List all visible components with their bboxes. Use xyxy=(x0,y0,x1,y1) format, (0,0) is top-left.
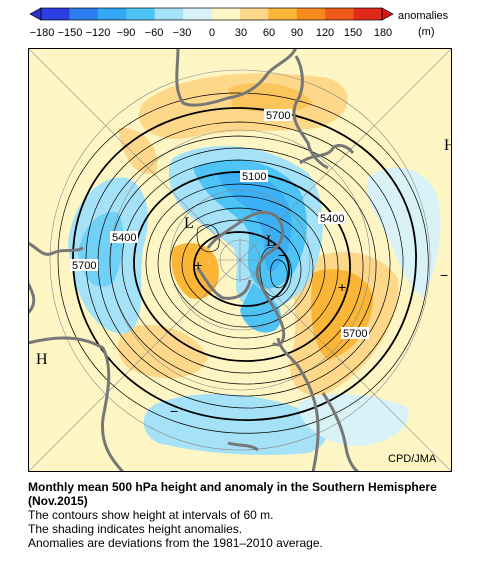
colorbar-tick: −90 xyxy=(116,27,136,39)
colorbar-unit: (m) xyxy=(418,26,435,38)
colorbar-tick: −120 xyxy=(85,27,111,39)
low-pressure-label: L xyxy=(184,215,194,232)
contour-label-5400: 5400 xyxy=(112,232,136,244)
colorbar-segment xyxy=(296,8,326,20)
colorbar-tick: 0 xyxy=(208,27,216,39)
colorbar-title: anomalies xyxy=(398,10,449,22)
caption-title: Monthly mean 500 hPa height and anomaly … xyxy=(28,480,437,508)
map-frame xyxy=(28,48,452,472)
colorbar-segment xyxy=(69,8,99,20)
positive-anomaly-marker: + xyxy=(194,257,202,273)
colorbar-segment xyxy=(126,8,156,20)
colorbar-tick: 90 xyxy=(290,27,304,39)
colorbar-tick: 150 xyxy=(343,27,363,39)
colorbar-tick: 120 xyxy=(315,27,335,39)
high-pressure-label: H xyxy=(36,351,48,368)
colorbar-tick: −150 xyxy=(57,27,83,39)
anomaly-colorbar: −180 −150 −120 −90 −60 −30 0 30 60 90 12… xyxy=(0,0,480,46)
caption-line: The shading indicates height anomalies. xyxy=(28,522,243,536)
caption-line: Anomalies are deviations from the 1981–2… xyxy=(28,536,323,550)
colorbar-high-arrow xyxy=(381,7,394,21)
map-symbols: L L H H xyxy=(36,137,452,368)
contour-labels: 5700 5100 5400 5400 5700 5700 xyxy=(70,109,369,340)
colorbar-segment xyxy=(239,8,269,20)
contour-label-5700: 5700 xyxy=(343,328,367,340)
positive-anomaly-marker: + xyxy=(338,279,346,295)
meridians xyxy=(28,48,452,472)
colorbar-tick: −30 xyxy=(172,27,192,39)
colorbar-tick: 30 xyxy=(234,27,248,39)
colorbar-segment xyxy=(353,8,383,20)
negative-anomaly-marker: − xyxy=(440,267,448,283)
colorbar-segment xyxy=(183,8,212,20)
caption-line: The contours show height at intervals of… xyxy=(28,508,274,522)
colorbar-tick: −180 xyxy=(29,27,55,39)
colorbar-low-arrow xyxy=(29,7,42,21)
contour-label-5700: 5700 xyxy=(72,260,96,272)
colorbar-segment xyxy=(97,8,127,20)
colorbar-segment xyxy=(211,8,241,20)
anomaly-markers: + + − − − xyxy=(170,247,448,419)
high-pressure-label: H xyxy=(444,137,452,154)
colorbar-segment xyxy=(325,8,355,20)
contour-label-5400: 5400 xyxy=(320,213,344,225)
colorbar-graphic xyxy=(29,7,394,21)
colorbar-segment xyxy=(41,8,70,20)
contour-label-5100: 5100 xyxy=(242,171,266,183)
southern-hemisphere-map: L L H H + + − − − 5700 5100 5400 xyxy=(28,48,452,472)
negative-anomaly-marker: − xyxy=(278,247,286,263)
credit-label: CPD/JMA xyxy=(388,453,437,465)
coastlines xyxy=(28,48,359,472)
colorbar-tick: 60 xyxy=(262,27,276,39)
negative-anomaly-marker: − xyxy=(170,403,178,419)
colorbar-segment xyxy=(268,8,298,20)
colorbar-tick: 180 xyxy=(373,27,393,39)
low-pressure-label: L xyxy=(266,233,276,250)
contour-label-5700: 5700 xyxy=(266,110,290,122)
colorbar-tick: −60 xyxy=(144,27,164,39)
colorbar-segment xyxy=(154,8,184,20)
map-svg: L L H H + + − − − 5700 5100 5400 xyxy=(28,48,452,472)
